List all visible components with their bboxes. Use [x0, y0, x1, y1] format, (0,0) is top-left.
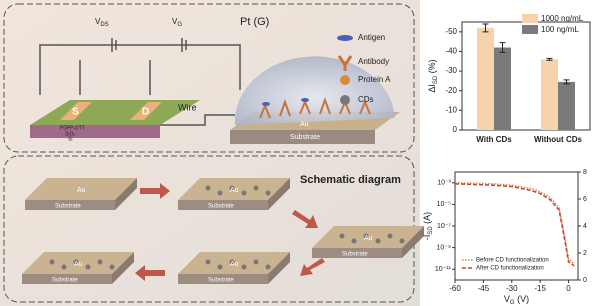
- cd: [218, 265, 223, 270]
- y-tick-label: -50: [445, 27, 457, 36]
- au-label: Au: [77, 187, 86, 194]
- legend-text: 100 ng/mL: [541, 25, 579, 34]
- bar: [558, 82, 575, 130]
- source-label: S: [72, 107, 79, 118]
- x-axis-label: VG (V): [504, 294, 529, 305]
- cd: [218, 191, 223, 196]
- label-part: (V): [515, 294, 530, 304]
- legend-text: Protein A: [358, 75, 391, 84]
- x-tick-label: -45: [478, 284, 490, 293]
- schematic-title: Schematic diagram: [300, 174, 401, 186]
- x-tick-label: -60: [449, 284, 461, 293]
- legend-text: 1000 ng/mL: [541, 14, 584, 23]
- pt-label: Pt (G): [240, 16, 269, 28]
- y2-tick-label: 0: [583, 277, 587, 284]
- bar: [494, 48, 511, 130]
- substrate-label: Substrate: [208, 204, 234, 210]
- y2-tick-label: 6: [583, 196, 587, 203]
- au-label: Au: [364, 235, 373, 242]
- cd: [388, 234, 393, 239]
- legend-text: Antibody: [358, 57, 389, 66]
- cd: [86, 265, 91, 270]
- cd-icon: [340, 95, 350, 105]
- legend-text: After CD functionalization: [476, 266, 544, 272]
- y-axis-label: ΔISD (%): [427, 59, 438, 92]
- y-tick-label: 10⁻⁵: [437, 201, 451, 208]
- bar: [477, 28, 494, 130]
- y-tick-label: 0: [453, 125, 458, 134]
- cd: [206, 186, 211, 191]
- cd: [206, 260, 211, 265]
- cd: [62, 265, 67, 270]
- y-tick-label: 10⁻⁹: [437, 244, 451, 251]
- au-label: Au: [230, 187, 239, 194]
- cd: [98, 260, 103, 265]
- y-tick-label: 10⁻³: [437, 180, 451, 187]
- legend-text: CDs: [358, 95, 374, 104]
- cd: [352, 239, 357, 244]
- au-label: Au: [74, 261, 83, 268]
- substrate-label: Substrate: [342, 252, 368, 258]
- y-tick-label: -10: [445, 105, 457, 114]
- y-tick-label: -40: [445, 47, 457, 56]
- cd: [242, 265, 247, 270]
- cd: [50, 260, 55, 265]
- cd: [376, 239, 381, 244]
- device-side: [30, 125, 160, 138]
- wire-label: Wire: [178, 102, 197, 112]
- label-part: ΔI: [427, 84, 437, 93]
- substrate-label: Substrate: [55, 204, 81, 210]
- substrate-label: Substrate: [208, 278, 234, 284]
- x-tick-label: -30: [506, 284, 518, 293]
- legend-swatch: [522, 14, 538, 23]
- drain-label: D: [142, 107, 149, 118]
- cd: [242, 191, 247, 196]
- y-tick-label: 10⁻¹¹: [435, 266, 452, 273]
- y2-tick-label: 4: [583, 223, 587, 230]
- x-tick-label: With CDs: [476, 135, 512, 144]
- au-label: Au: [230, 261, 239, 268]
- y-axis-label: -ISD (A): [422, 212, 433, 240]
- y-tick-label: 10⁻⁷: [437, 223, 451, 230]
- vds-sub: DS: [100, 22, 108, 28]
- substrate-label: Substrate: [290, 134, 320, 141]
- cd: [400, 239, 405, 244]
- legend-text: Antigen: [358, 33, 385, 42]
- substrate-label: Substrate: [52, 278, 78, 284]
- y2-tick-label: 2: [583, 250, 587, 257]
- figure: VDS VG Pt (G) Wire S D PDPP-DTT SiO₂ Si …: [0, 0, 605, 306]
- label-part: (A): [422, 212, 432, 227]
- x-tick-label: Without CDs: [534, 135, 582, 144]
- y-tick-label: -20: [445, 86, 457, 95]
- cd: [266, 191, 271, 196]
- cd: [266, 265, 271, 270]
- au-label: Au: [300, 121, 309, 128]
- layer-label: Si: [68, 136, 72, 142]
- cd: [340, 234, 345, 239]
- cd: [254, 186, 259, 191]
- cd: [254, 260, 259, 265]
- x-tick-label: -15: [534, 284, 546, 293]
- bar: [541, 59, 558, 130]
- protein-icon: [340, 75, 350, 85]
- antigen-icon: [337, 35, 353, 41]
- legend-text: Before CD functionalization: [476, 258, 549, 264]
- vg-sub: G: [177, 22, 182, 28]
- label-part: (%): [427, 59, 437, 76]
- legend-swatch: [522, 25, 538, 34]
- cd: [110, 265, 115, 270]
- x-tick-label: 0: [566, 284, 571, 293]
- y-tick-label: -30: [445, 66, 457, 75]
- y2-tick-label: 8: [583, 169, 587, 176]
